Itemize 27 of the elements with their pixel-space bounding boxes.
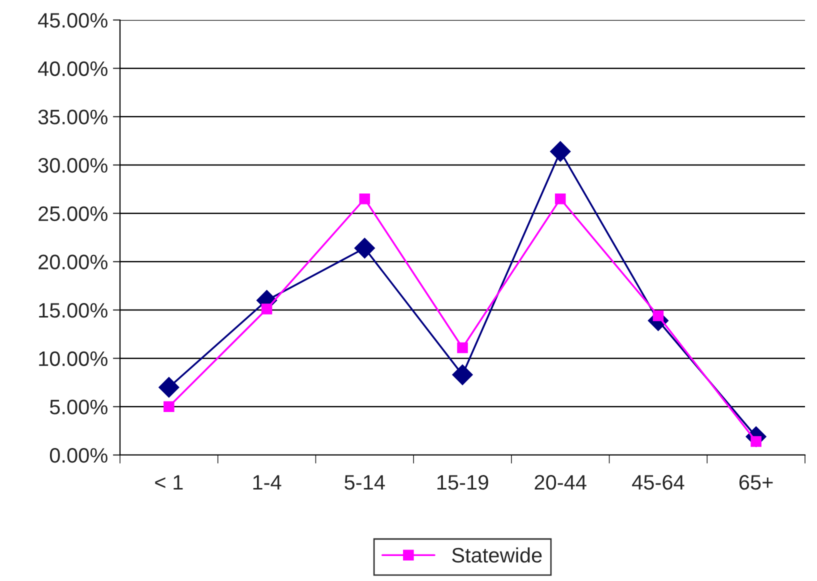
point	[452, 364, 473, 386]
y-tick-label: 15.00%	[39, 303, 108, 318]
y-tick-label: 5.00%	[50, 400, 108, 414]
point	[164, 401, 174, 412]
point	[354, 238, 375, 258]
x-tick-label: 1-4	[253, 475, 282, 490]
y-tick-label: 0.00%	[50, 448, 108, 463]
point	[457, 342, 468, 354]
x-tick-label: 15-19	[437, 474, 488, 490]
point	[158, 376, 180, 398]
y-tick-label: 20.00%	[38, 254, 108, 270]
x-tick-label: 45-64	[632, 474, 684, 490]
y-tick-label: 40.00%	[38, 61, 108, 76]
point	[550, 141, 571, 162]
x-tick-label: 65+	[739, 474, 773, 490]
point	[554, 193, 566, 204]
point	[261, 304, 272, 314]
y-tick-label: 35.00%	[38, 110, 108, 124]
y-tick-label: 25.00%	[38, 206, 108, 222]
x-tick-label: 20-44	[534, 474, 586, 490]
y-tick-label: 45.00%	[38, 13, 108, 28]
y-tick-label: 30.00%	[38, 158, 108, 173]
x-tick-label: 5-14	[344, 475, 385, 490]
y-tick-label: 10.00%	[39, 351, 108, 366]
x-tick-label: < 1	[155, 475, 183, 490]
point	[359, 193, 370, 204]
legend-label: Statewide	[452, 547, 542, 563]
